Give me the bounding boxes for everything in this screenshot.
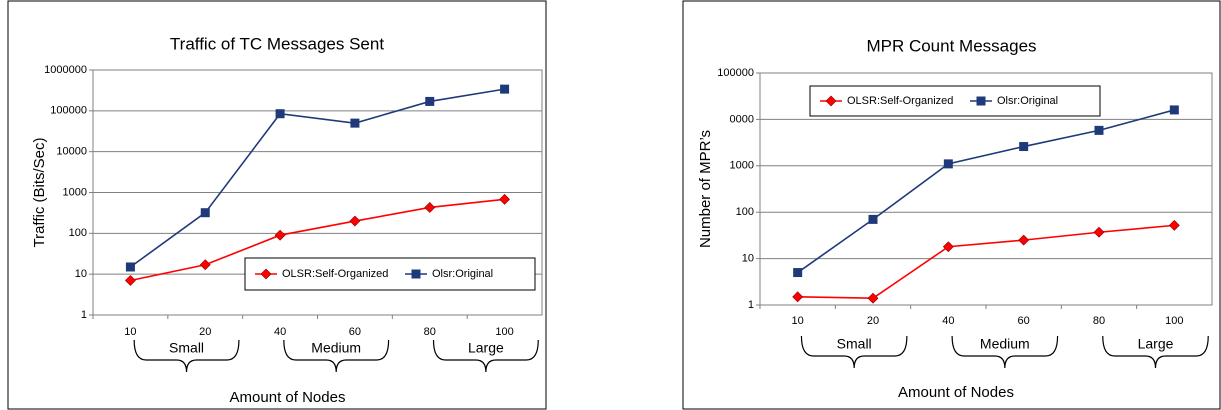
- marker: [792, 291, 804, 303]
- group-label: Large: [468, 340, 504, 356]
- group-label: Medium: [311, 340, 361, 356]
- y-tick-label: 10: [75, 268, 87, 280]
- group-label: Medium: [980, 336, 1030, 352]
- group-bracket: [432, 339, 539, 373]
- marker: [1168, 219, 1180, 231]
- y-axis-label: Traffic (Bits/Sec): [31, 137, 48, 247]
- marker: [125, 262, 135, 272]
- series-line: [797, 224, 1175, 300]
- y-tick-label: 100: [69, 227, 87, 239]
- y-tick-label: 10: [742, 253, 754, 265]
- legend-label: Olsr:Original: [432, 268, 493, 280]
- group-bracket: [800, 335, 908, 369]
- group-bracket: [951, 335, 1059, 369]
- panel: [7, 0, 547, 410]
- x-tick-label: 100: [495, 326, 513, 338]
- group-label: Small: [837, 336, 872, 352]
- marker: [349, 215, 361, 227]
- marker: [793, 268, 803, 278]
- marker: [868, 214, 878, 224]
- marker: [411, 269, 421, 279]
- x-tick-label: 80: [1093, 315, 1105, 327]
- series-line: [129, 88, 505, 268]
- y-tick-label: 1000000: [44, 64, 87, 76]
- chart-title: MPR Count Messages: [866, 36, 1036, 55]
- y-axis-label: Number of MPR’s: [697, 130, 714, 248]
- group-bracket: [283, 339, 390, 373]
- y-tick-label: 0000: [730, 113, 754, 125]
- marker: [825, 95, 837, 107]
- group-label: Large: [1138, 336, 1174, 352]
- y-tick-label: 10000: [56, 146, 87, 158]
- marker: [124, 275, 136, 286]
- y-tick-label: 100000: [50, 105, 87, 117]
- y-tick-label: 100: [736, 206, 754, 218]
- group-bracket: [1102, 335, 1209, 369]
- marker: [274, 229, 286, 241]
- y-tick-label: 1: [748, 299, 754, 311]
- x-tick-label: 20: [867, 315, 879, 327]
- legend-box: [809, 85, 1101, 117]
- legend-label: Olsr:Original: [997, 95, 1058, 107]
- marker: [424, 202, 436, 213]
- marker: [275, 109, 285, 119]
- series-line: [797, 109, 1175, 274]
- y-tick-label: 1: [81, 309, 87, 321]
- legend-box: [244, 257, 536, 291]
- group-label: Small: [169, 340, 204, 356]
- marker: [499, 193, 511, 205]
- marker: [1018, 234, 1030, 246]
- marker: [1169, 105, 1179, 115]
- x-tick-label: 10: [792, 315, 804, 327]
- marker: [1093, 226, 1105, 238]
- series-line: [130, 198, 505, 282]
- x-axis-label: Amount of Nodes: [898, 384, 1014, 401]
- chart-title: Traffic of TC Messages Sent: [170, 34, 384, 53]
- y-tick-label: 1000: [730, 160, 754, 172]
- marker: [943, 159, 953, 169]
- marker: [1094, 125, 1104, 135]
- panel: [682, 0, 1221, 410]
- marker: [260, 268, 272, 280]
- x-tick-label: 40: [942, 315, 954, 327]
- x-tick-label: 40: [274, 326, 286, 338]
- x-tick-label: 10: [124, 326, 136, 338]
- marker: [350, 118, 360, 128]
- marker: [199, 259, 211, 271]
- x-tick-label: 80: [424, 326, 436, 338]
- marker: [425, 96, 435, 106]
- x-tick-label: 60: [349, 326, 361, 338]
- y-tick-label: 1000: [63, 186, 87, 198]
- marker: [942, 241, 954, 253]
- x-tick-label: 20: [199, 326, 211, 338]
- marker: [867, 292, 879, 304]
- marker: [976, 96, 986, 106]
- marker: [1019, 142, 1029, 152]
- x-tick-label: 60: [1018, 315, 1030, 327]
- marker: [200, 208, 210, 218]
- y-tick-label: 100000: [717, 67, 754, 79]
- legend-label: OLSR:Self-Organized: [847, 95, 953, 107]
- x-tick-label: 100: [1165, 315, 1183, 327]
- x-axis-label: Amount of Nodes: [230, 389, 346, 406]
- marker: [500, 84, 510, 94]
- group-bracket: [133, 339, 240, 373]
- legend-label: OLSR:Self-Organized: [282, 268, 388, 280]
